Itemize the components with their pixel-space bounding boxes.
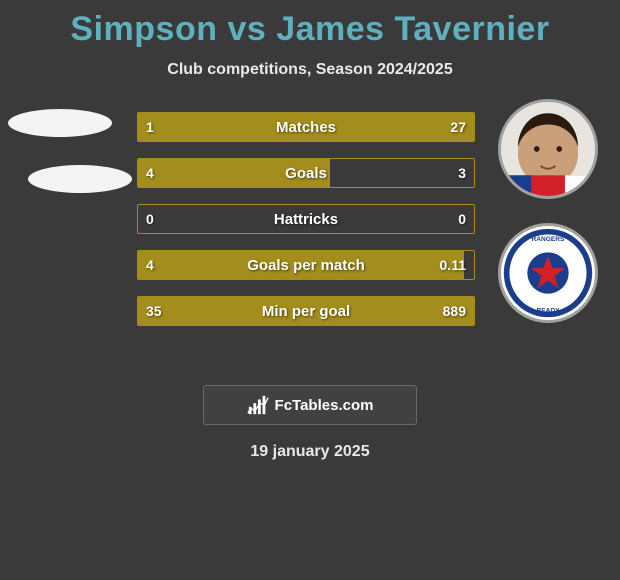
club-badge-icon: RANGERS READY — [501, 223, 595, 323]
stat-bar-fill-left — [138, 251, 464, 279]
stat-bar-fill-left — [138, 159, 330, 187]
stat-value-left: 1 — [146, 119, 154, 135]
stat-value-left: 4 — [146, 165, 154, 181]
stat-value-left: 0 — [146, 211, 154, 227]
page-title: Simpson vs James Tavernier — [0, 0, 620, 49]
stat-bar-fill-right — [151, 297, 474, 325]
stat-value-left: 4 — [146, 257, 154, 273]
stat-label: Hattricks — [138, 211, 474, 228]
stat-value-right: 27 — [450, 119, 466, 135]
stat-bar: 35889Min per goal — [137, 296, 475, 326]
svg-text:READY: READY — [536, 307, 560, 314]
stat-value-right: 889 — [443, 303, 466, 319]
stat-bar: 40.11Goals per match — [137, 250, 475, 280]
right-player-photo — [498, 99, 598, 199]
stat-bar-fill-right — [151, 113, 474, 141]
left-player-photo-placeholder — [8, 109, 112, 137]
stat-bar: 0 0Hattricks — [137, 204, 475, 234]
stat-value-right: 0 — [458, 211, 466, 227]
left-player-column — [8, 109, 128, 369]
stat-value-right: 3 — [458, 165, 466, 181]
watermark-label: FcTables.com — [275, 397, 374, 414]
compare-area: RANGERS READY 127Matches43Goals00Hattric… — [0, 109, 620, 369]
stats-bars: 127Matches43Goals00Hattricks40.11Goals p… — [137, 112, 475, 342]
stat-bar: 127Matches — [137, 112, 475, 142]
stat-value-left: 35 — [146, 303, 162, 319]
bars-chart-icon — [247, 394, 269, 416]
player-face-icon — [501, 99, 595, 199]
right-player-club-badge: RANGERS READY — [498, 223, 598, 323]
stat-value-right: 0.11 — [440, 257, 466, 273]
page-subtitle: Club competitions, Season 2024/2025 — [0, 61, 620, 79]
watermark: FcTables.com — [203, 385, 417, 425]
date-label: 19 january 2025 — [0, 443, 620, 461]
left-player-club-placeholder — [28, 165, 132, 193]
stat-bar: 43Goals — [137, 158, 475, 188]
right-player-column: RANGERS READY — [488, 99, 608, 359]
svg-text:RANGERS: RANGERS — [532, 236, 566, 243]
